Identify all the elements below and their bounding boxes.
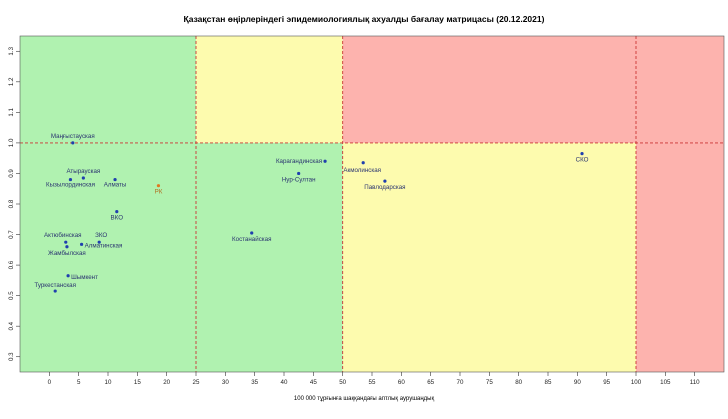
y-tick-label: 1.1 <box>8 108 15 117</box>
zone-2 <box>342 36 724 143</box>
data-label: Туркестанская <box>34 282 76 289</box>
data-point <box>297 171 301 176</box>
x-tick-label: 85 <box>545 379 552 386</box>
y-tick-label: 0.5 <box>8 291 15 300</box>
data-label: Маңғыстауская <box>51 133 95 140</box>
axes: 0 5 10 15 20 25 30 35 40 45 50 55 60 65 70 75 80 85 90 95 10… <box>8 35 725 386</box>
y-tick-label: 0.6 <box>8 260 15 269</box>
x-tick-label: 20 <box>163 379 170 386</box>
x-tick-label: 15 <box>134 379 141 386</box>
zone-0 <box>20 36 196 143</box>
x-tick-label: 70 <box>457 379 464 386</box>
data-labels: Маңғыстауская Атырауская Кызылординская Алм… <box>34 133 588 289</box>
data-label: Костанайская <box>232 236 271 243</box>
x-tick-label: 90 <box>574 379 581 386</box>
data-label: ЗКО <box>95 232 107 239</box>
x-tick-label: 10 <box>105 379 112 386</box>
data-points <box>53 141 584 293</box>
x-tick-label: 45 <box>310 379 317 386</box>
x-tick-label: 95 <box>603 379 610 386</box>
data-point <box>80 242 84 246</box>
data-point <box>81 176 85 180</box>
y-tick-label: 1.3 <box>8 46 15 55</box>
x-tick-label: 60 <box>398 379 405 386</box>
data-label: Павлодарская <box>364 184 405 191</box>
x-tick-label: 50 <box>339 379 346 386</box>
chart-title: Қазақстан өңірлеріндегі эпидемиологиялық… <box>183 14 545 24</box>
x-tick-label: 105 <box>660 379 671 386</box>
data-point <box>65 245 69 249</box>
data-point <box>66 274 70 278</box>
risk-zones <box>20 36 724 372</box>
x-tick-label: 40 <box>281 379 288 386</box>
data-label: Алматы <box>104 182 127 189</box>
data-point <box>115 210 119 214</box>
x-tick-label: 35 <box>251 379 258 386</box>
data-point <box>68 177 73 182</box>
data-label: Атырауская <box>66 168 100 175</box>
x-tick-label: 110 <box>690 379 700 386</box>
x-tick-label: 30 <box>222 379 229 386</box>
y-tick-label: 0.3 <box>8 352 15 361</box>
y-tick-label: 0.7 <box>8 230 15 239</box>
y-tick-label: 0.9 <box>8 169 15 178</box>
data-label: Алматинская <box>85 242 123 249</box>
data-label: Нур-Султан <box>282 176 316 183</box>
y-tick-label: 1.0 <box>8 138 15 147</box>
y-tick-label: 1.2 <box>8 77 15 86</box>
data-point <box>113 177 117 182</box>
data-label: Карагандинская <box>276 158 322 165</box>
data-label: РК <box>155 189 163 196</box>
zone-3 <box>20 142 343 372</box>
y-tick-label: 0.8 <box>8 199 15 208</box>
y-tick-label: 0.4 <box>8 321 15 330</box>
x-tick-label: 80 <box>515 379 522 386</box>
data-label: ВКО <box>111 215 124 222</box>
x-tick-label: 75 <box>486 379 493 386</box>
data-label: Кызылординская <box>46 182 95 189</box>
x-axis-title: 100 000 тұрғынға шаққандағы аптлық ауруш… <box>293 396 435 402</box>
zone-4 <box>342 142 636 372</box>
data-point <box>156 184 161 188</box>
data-point <box>361 161 365 165</box>
threshold-lines <box>20 36 724 372</box>
x-tick-label: 55 <box>369 379 376 386</box>
x-tick-label: 0 <box>48 379 52 386</box>
data-label: Шымкент <box>71 274 98 281</box>
data-point <box>580 152 584 156</box>
data-point <box>97 240 101 244</box>
x-tick-label: 25 <box>193 379 200 386</box>
data-label: Актюбинская <box>44 232 82 239</box>
data-label: СКО <box>576 157 589 164</box>
x-tick-label: 65 <box>427 379 434 386</box>
zone-1 <box>196 36 343 143</box>
data-point <box>383 179 387 183</box>
zone-5 <box>636 142 724 372</box>
data-point <box>323 159 327 163</box>
x-tick-label: 100 <box>631 379 642 386</box>
data-point <box>53 289 57 293</box>
data-label: Жамбылская <box>48 250 86 257</box>
data-point <box>64 240 68 244</box>
data-point <box>71 141 75 145</box>
x-tick-label: 5 <box>77 379 81 386</box>
data-label: Акмолинская <box>343 167 381 174</box>
data-point <box>250 231 254 235</box>
